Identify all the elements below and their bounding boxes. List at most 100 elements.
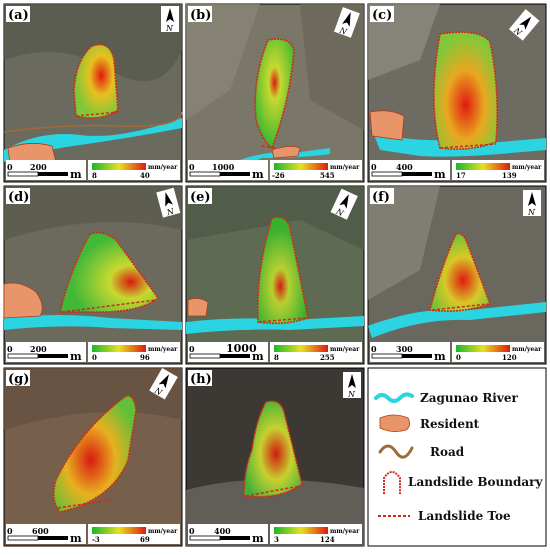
panel-b-colorbar-unit: mm/year xyxy=(330,164,360,171)
panel-d-landslide xyxy=(58,232,160,313)
svg-text:N: N xyxy=(165,206,176,217)
panel-f-terrain xyxy=(368,186,440,300)
panel-a: (a) N 0 200 m mm/year 8 40 xyxy=(3,3,183,183)
panel-a-north-arrow: N xyxy=(161,6,179,33)
panel-f-scale-distance: 300 xyxy=(396,344,413,354)
panel-c-label: (c) xyxy=(372,8,392,23)
panel-a-terrain xyxy=(4,4,182,82)
panel-d-colorbar-max: 96 xyxy=(140,353,150,362)
legend-label-toe: Landslide Toe xyxy=(418,509,511,523)
map-legend: Zagunao River Resident Road Landslide Bo… xyxy=(367,367,547,547)
panel-h-colorbar xyxy=(274,527,328,534)
panel-a-scale-zero: 0 xyxy=(7,162,13,172)
panel-g-scalebar-black xyxy=(38,536,68,540)
panel-h-colorbar-unit: mm/year xyxy=(330,528,360,535)
panel-e: (e) N 0 1000 m mm/year 8 255 xyxy=(185,185,365,365)
panel-e-scale-distance: 1000 xyxy=(226,342,257,355)
panel-h: (h) N 0 400 m mm/year 3 124 xyxy=(185,367,365,547)
panel-a-scalebar-white xyxy=(7,171,39,177)
panel-h-scalebar-white xyxy=(189,535,221,541)
legend-label-road: Road xyxy=(430,445,465,459)
panel-e-label: (e) xyxy=(190,190,211,205)
legend-label-resident: Resident xyxy=(420,417,480,431)
panel-d-scale-zero: 0 xyxy=(7,344,13,354)
panel-c-colorbar xyxy=(456,163,510,170)
panel-d-scalebar-black xyxy=(38,354,68,358)
panel-h-scale-unit: m xyxy=(252,532,264,545)
panel-a-scale-unit: m xyxy=(70,168,82,181)
panel-b-scalebar-black xyxy=(220,172,250,176)
legend-item-boundary: Landslide Boundary xyxy=(383,471,543,494)
panel-b-scale-distance: 1000 xyxy=(212,162,235,172)
panel-e-scalebar-white xyxy=(189,353,221,359)
panel-h-colorbar-max: 124 xyxy=(320,535,335,544)
panel-b-label: (b) xyxy=(190,8,211,23)
panel-f-river xyxy=(368,302,546,338)
panel-d-colorbar xyxy=(92,345,146,352)
panel-g-scalebar-white xyxy=(7,535,39,541)
panel-b-river xyxy=(230,148,330,168)
panel-e-scalebar-black xyxy=(220,354,250,358)
resident-symbol xyxy=(379,414,410,432)
panel-h-scale-distance: 400 xyxy=(214,526,231,536)
panel-b-resident xyxy=(271,146,301,159)
panel-h-toe xyxy=(245,485,301,497)
panel-e-colorbar-unit: mm/year xyxy=(330,346,360,353)
panel-f-landslide xyxy=(429,232,492,312)
panel-a-road xyxy=(3,111,183,133)
svg-text:N: N xyxy=(165,24,174,33)
legend-item-road: Road xyxy=(378,444,465,459)
panel-h-north-arrow: N xyxy=(343,372,361,399)
legend-item-resident: Resident xyxy=(379,414,480,432)
svg-text:N: N xyxy=(527,208,536,217)
panel-f-north-arrow: N xyxy=(523,190,541,217)
panel-a-landslide xyxy=(73,43,119,119)
panel-c-colorbar-unit: mm/year xyxy=(512,164,542,171)
boundary-symbol xyxy=(383,471,401,494)
panel-f-colorbar-max: 120 xyxy=(502,353,517,362)
panel-f-colorbar xyxy=(456,345,510,352)
panel-e-scale-unit: m xyxy=(252,350,264,363)
panel-f: (f) N 0 300 m mm/year 0 120 xyxy=(367,185,547,365)
panel-h-landslide xyxy=(243,400,303,498)
panel-c-scale-zero: 0 xyxy=(371,162,377,172)
panel-b: (b) N 0 1000 m mm/year -26 545 xyxy=(185,3,365,183)
panel-g: (g) N 0 600 m mm/year -3 69 xyxy=(3,367,183,547)
svg-text:N: N xyxy=(347,390,356,399)
panel-b-scale-zero: 0 xyxy=(189,162,195,172)
panel-c-terrain xyxy=(368,4,440,80)
panel-g-colorbar-max: 69 xyxy=(140,535,150,544)
legend-item-river: Zagunao River xyxy=(374,391,518,405)
panel-c-colorbar-max: 139 xyxy=(502,171,517,180)
panel-h-scale-zero: 0 xyxy=(189,526,195,536)
panel-g-north-arrow: N xyxy=(149,368,178,400)
panel-a-river xyxy=(4,118,182,162)
panel-c-scalebar-black xyxy=(402,172,432,176)
panel-h-scalebar-black xyxy=(220,536,250,540)
panel-g-scale-unit: m xyxy=(70,532,82,545)
panel-f-toe xyxy=(431,303,489,311)
panel-e-colorbar-max: 255 xyxy=(320,353,335,362)
panel-a-toe xyxy=(75,111,119,117)
panel-a-colorbar xyxy=(92,163,146,170)
panel-c: (c) N 0 400 m mm/year 17 139 xyxy=(367,3,547,183)
svg-text:N: N xyxy=(334,207,346,219)
panel-a-label-bg xyxy=(6,6,30,22)
panel-b-scalebar-white xyxy=(189,171,221,177)
panel-f-label: (f) xyxy=(372,190,390,205)
legend-label-boundary: Landslide Boundary xyxy=(408,475,543,489)
panel-d-colorbar-min: 0 xyxy=(92,353,97,362)
panel-h-label: (h) xyxy=(190,372,212,387)
legend-item-toe: Landslide Toe xyxy=(378,509,511,523)
legend-label-river: Zagunao River xyxy=(420,391,518,405)
panel-b-north-arrow: N xyxy=(334,7,360,38)
panel-a-scale-distance: 200 xyxy=(30,162,47,172)
panel-c-resident xyxy=(369,110,405,141)
panel-g-toe xyxy=(57,499,111,509)
panel-c-scale-unit: m xyxy=(434,168,446,181)
road-symbol xyxy=(378,444,414,459)
panel-d: (d) N 0 200 m mm/year 0 96 xyxy=(3,185,183,365)
panel-e-north-arrow: N xyxy=(330,188,358,220)
panel-c-scalebar-white xyxy=(371,171,403,177)
